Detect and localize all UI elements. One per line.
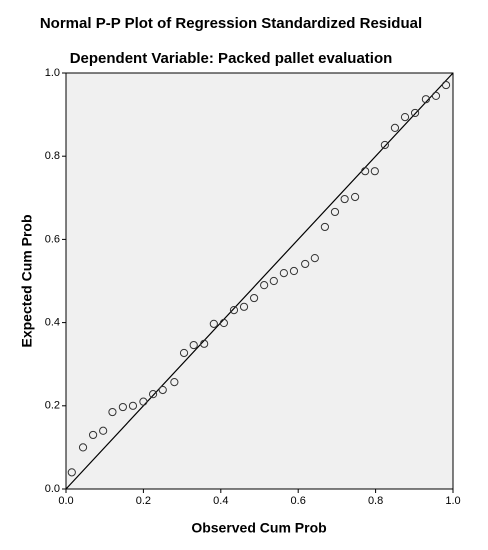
data-point: [209, 319, 218, 328]
y-tick-label: 0.6: [45, 233, 60, 245]
data-point: [88, 430, 98, 440]
data-point: [421, 95, 431, 104]
data-point: [139, 397, 148, 406]
data-point: [330, 207, 340, 217]
data-point: [350, 192, 360, 202]
data-point: [400, 112, 410, 122]
y-tick-label: 0.0: [45, 483, 60, 495]
data-point: [380, 140, 389, 150]
x-tick-label: 0.8: [368, 495, 383, 507]
chart-subtitle: Dependent Variable: Packed pallet evalua…: [70, 50, 393, 67]
data-point: [320, 222, 330, 232]
data-point: [158, 385, 167, 395]
data-point: [170, 377, 179, 387]
data-point: [179, 348, 189, 358]
data-point: [108, 407, 117, 417]
y-tick-label: 0.8: [45, 150, 60, 162]
x-axis-label: Observed Cum Prob: [191, 520, 326, 536]
x-tick-label: 0.0: [58, 495, 73, 507]
data-point: [410, 108, 420, 118]
x-tick-label: 0.2: [136, 495, 151, 507]
data-point: [390, 123, 400, 133]
y-tick-label: 0.4: [45, 317, 60, 329]
data-point: [340, 194, 349, 204]
y-axis-label: Expected Cum Prob: [19, 214, 35, 347]
data-point: [239, 302, 249, 311]
data-point: [441, 80, 451, 90]
data-point: [289, 266, 299, 276]
reference-line: [65, 72, 454, 490]
data-point: [370, 167, 379, 176]
data-point: [200, 339, 209, 348]
data-point: [361, 167, 370, 176]
data-point: [219, 318, 228, 328]
data-point: [249, 293, 259, 303]
data-point: [67, 468, 76, 477]
data-point: [78, 443, 88, 452]
data-point: [260, 281, 269, 290]
y-tick-label: 1.0: [45, 67, 60, 79]
data-point: [118, 402, 127, 412]
data-point: [310, 254, 319, 263]
data-point: [431, 91, 441, 100]
data-point: [279, 268, 288, 278]
data-point: [189, 340, 198, 350]
data-point: [128, 401, 138, 410]
chart-title: Normal P-P Plot of Regression Standardiz…: [40, 15, 422, 32]
data-point: [148, 390, 158, 399]
y-tick-label: 0.2: [45, 400, 60, 412]
data-point: [301, 259, 310, 269]
data-point: [269, 276, 278, 286]
x-tick-label: 1.0: [445, 495, 460, 507]
x-tick-label: 0.4: [213, 495, 228, 507]
x-tick-label: 0.6: [291, 495, 306, 507]
data-point: [229, 306, 239, 315]
data-point: [99, 426, 108, 435]
